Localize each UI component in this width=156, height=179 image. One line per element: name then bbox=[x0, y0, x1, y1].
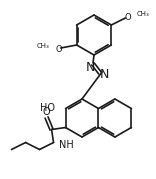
Text: O: O bbox=[124, 13, 131, 21]
Text: NH: NH bbox=[58, 141, 73, 151]
Text: N: N bbox=[85, 61, 95, 74]
Text: N: N bbox=[99, 67, 109, 81]
Text: CH₃: CH₃ bbox=[136, 11, 149, 17]
Text: HO: HO bbox=[39, 103, 55, 112]
Text: O: O bbox=[43, 107, 50, 117]
Text: O: O bbox=[55, 45, 62, 54]
Text: CH₃: CH₃ bbox=[37, 43, 50, 49]
